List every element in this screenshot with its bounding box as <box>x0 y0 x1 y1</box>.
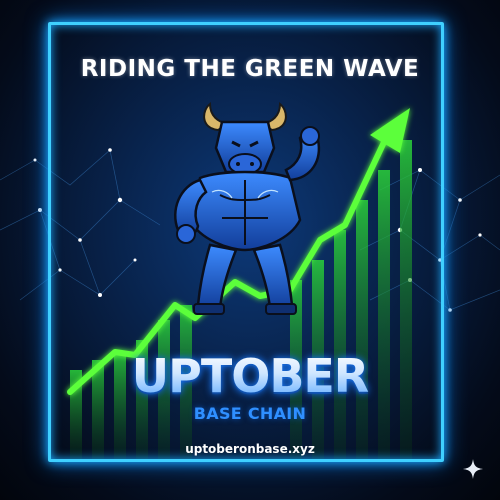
bar <box>356 200 368 460</box>
arrow-up-icon <box>67 108 410 395</box>
bar <box>136 340 148 460</box>
green-bars <box>70 140 412 460</box>
neon-frame <box>48 22 444 462</box>
bar <box>334 230 346 460</box>
bar <box>312 260 324 460</box>
bar <box>180 305 192 460</box>
website-link[interactable]: uptoberonbase.xyz <box>185 442 315 456</box>
bar <box>378 170 390 460</box>
bar <box>114 352 126 460</box>
brand-subtitle: BASE CHAIN <box>193 404 307 423</box>
headline: RIDING THE GREEN WAVE <box>80 56 420 82</box>
sparkle-icon <box>463 459 483 479</box>
bar <box>290 280 302 460</box>
bar <box>92 360 104 460</box>
bull-icon <box>173 101 321 315</box>
bar <box>158 320 170 460</box>
brand-title: UPTOBER <box>0 350 500 402</box>
bar <box>400 140 412 460</box>
